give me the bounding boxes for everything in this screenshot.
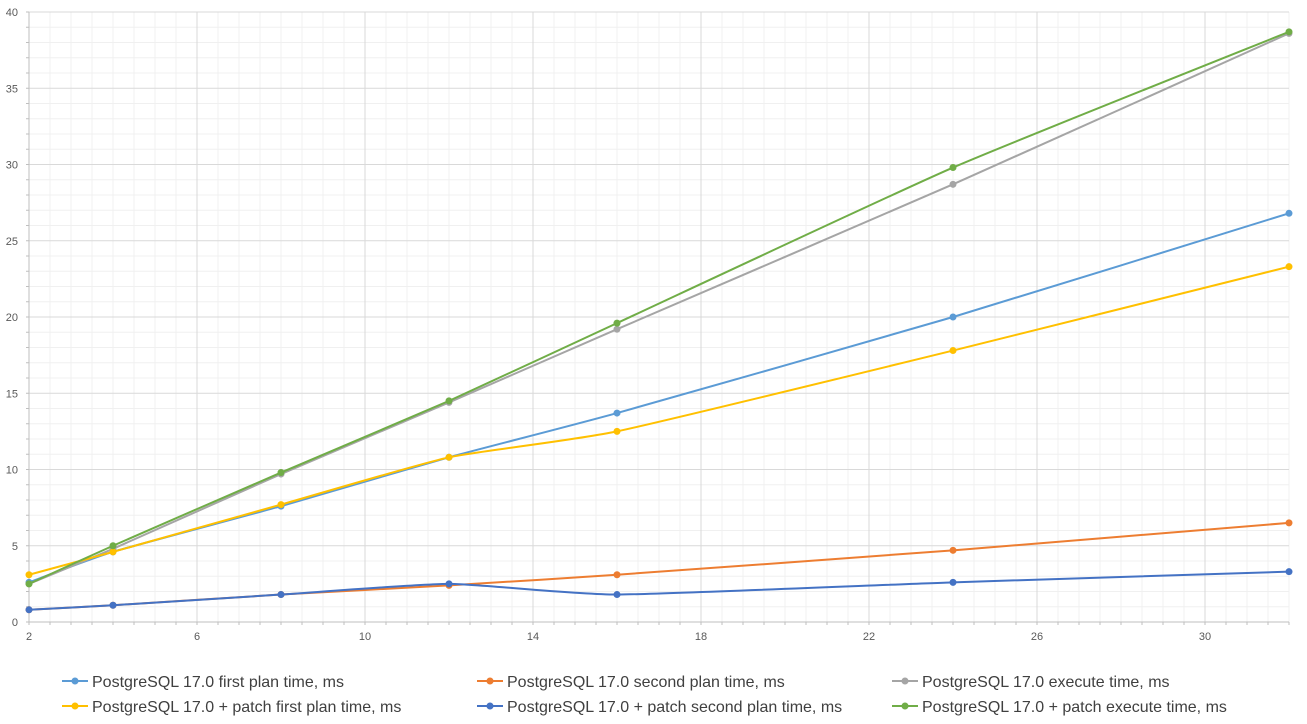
y-tick-label: 0 — [12, 617, 18, 629]
legend-swatch-marker — [71, 702, 79, 710]
data-point — [445, 453, 453, 461]
data-point — [109, 601, 117, 609]
data-point — [445, 397, 453, 405]
data-point — [949, 546, 957, 554]
x-tick-label: 14 — [527, 631, 539, 643]
data-point — [1285, 568, 1293, 576]
data-point — [613, 409, 621, 417]
legend-swatch-marker — [486, 702, 494, 710]
y-tick-label: 5 — [12, 541, 18, 553]
series-line — [28, 30, 1290, 585]
data-point — [949, 180, 957, 188]
y-tick-label: 15 — [6, 388, 18, 400]
data-point — [1285, 519, 1293, 527]
series-4 — [25, 263, 1293, 579]
series-line — [28, 570, 1290, 611]
legend-label: PostgreSQL 17.0 + patch execute time, ms — [922, 699, 1227, 716]
legend-item: PostgreSQL 17.0 second plan time, ms — [477, 674, 785, 691]
data-point — [1285, 28, 1293, 36]
x-tick-label: 10 — [359, 631, 371, 643]
y-tick-label: 20 — [6, 312, 18, 324]
y-tick-label: 40 — [6, 7, 18, 19]
data-point — [25, 606, 33, 614]
legend-item: PostgreSQL 17.0 + patch second plan time… — [477, 699, 842, 716]
data-point — [25, 571, 33, 579]
data-point — [277, 591, 285, 599]
data-point — [613, 591, 621, 599]
data-point — [949, 313, 957, 321]
series-line — [28, 32, 1290, 585]
data-point — [445, 580, 453, 588]
series-5 — [25, 568, 1293, 614]
y-tick-label: 10 — [6, 465, 18, 477]
data-point — [613, 325, 621, 333]
x-tick-label: 18 — [695, 631, 707, 643]
legend-item: PostgreSQL 17.0 + patch first plan time,… — [62, 699, 401, 716]
data-point — [949, 164, 957, 172]
legend-label: PostgreSQL 17.0 first plan time, ms — [92, 674, 344, 691]
grid — [28, 11, 1290, 623]
legend-item: PostgreSQL 17.0 first plan time, ms — [62, 674, 344, 691]
data-point — [25, 580, 33, 588]
x-tick-label: 26 — [1031, 631, 1043, 643]
series — [25, 28, 1293, 614]
data-point — [949, 578, 957, 586]
y-tick-label: 35 — [6, 83, 18, 95]
legend-item: PostgreSQL 17.0 + patch execute time, ms — [892, 699, 1227, 716]
x-tick-label: 6 — [194, 631, 200, 643]
series-6 — [25, 28, 1293, 588]
legend-swatch-marker — [901, 677, 909, 685]
legend-swatch-marker — [71, 677, 79, 685]
y-tick-label: 30 — [6, 160, 18, 172]
data-point — [277, 469, 285, 477]
legend-swatch-marker — [901, 702, 909, 710]
x-tick-label: 2 — [26, 631, 32, 643]
data-point — [109, 548, 117, 556]
data-point — [109, 542, 117, 550]
y-tick-label: 25 — [6, 236, 18, 248]
x-tick-label: 30 — [1199, 631, 1211, 643]
legend: PostgreSQL 17.0 first plan time, ms Postg… — [62, 674, 1227, 716]
legend-label: PostgreSQL 17.0 second plan time, ms — [507, 674, 785, 691]
data-point — [613, 427, 621, 435]
legend-label: PostgreSQL 17.0 execute time, ms — [922, 674, 1170, 691]
x-tick-label: 22 — [863, 631, 875, 643]
legend-swatch-marker — [486, 677, 494, 685]
legend-label: PostgreSQL 17.0 + patch second plan time… — [507, 699, 842, 716]
data-point — [613, 319, 621, 327]
legend-item: PostgreSQL 17.0 execute time, ms — [892, 674, 1170, 691]
data-point — [1285, 209, 1293, 217]
data-point — [949, 347, 957, 355]
data-point — [1285, 263, 1293, 271]
data-point — [277, 501, 285, 509]
data-point — [613, 571, 621, 579]
legend-label: PostgreSQL 17.0 + patch first plan time,… — [92, 699, 401, 716]
series-line — [28, 265, 1290, 576]
